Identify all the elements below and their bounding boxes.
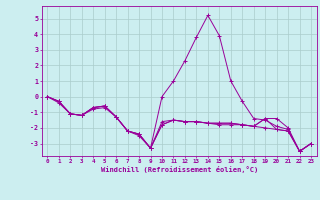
X-axis label: Windchill (Refroidissement éolien,°C): Windchill (Refroidissement éolien,°C) <box>100 166 258 173</box>
